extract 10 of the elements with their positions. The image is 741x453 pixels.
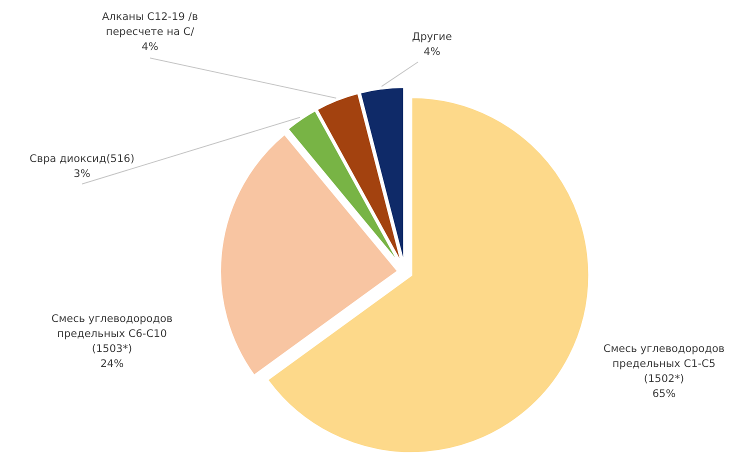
data-label: 65% (652, 388, 676, 400)
slice-label: Смесь углеводородов предельных С1-С5 (1502*) (603, 343, 725, 385)
data-label: 24% (100, 358, 124, 370)
slice-label: Алканы С12-19 /в пересчете на С/ (102, 11, 198, 38)
slice-label: Смесь углеводородов предельных С6-С10 (1503*) (51, 313, 173, 355)
data-label: 4% (424, 46, 440, 58)
data-label: 3% (74, 168, 90, 180)
slice-label: Другие (412, 31, 452, 43)
slice-label: Свра диоксид(516) (30, 153, 134, 165)
data-label: 4% (142, 41, 158, 53)
